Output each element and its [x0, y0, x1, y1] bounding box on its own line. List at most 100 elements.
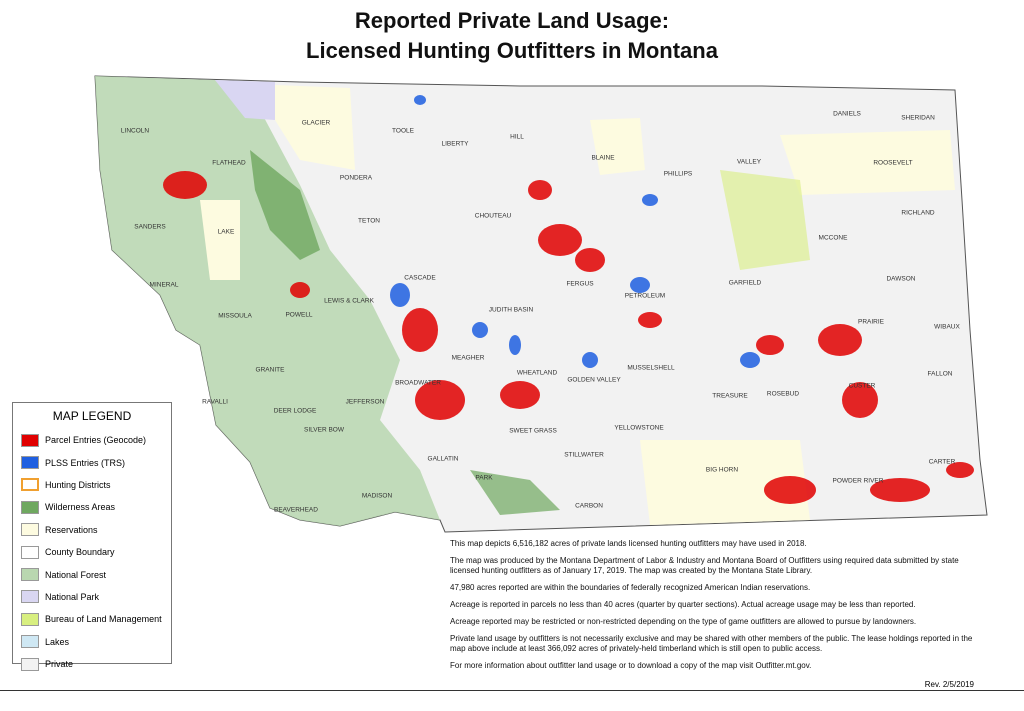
rule: [0, 690, 1024, 691]
parcel-layer: [163, 95, 974, 504]
parcel-cluster: [870, 478, 930, 502]
county-label: CARTER: [929, 459, 956, 466]
notes: This map depicts 6,516,182 acres of priv…: [450, 539, 990, 678]
legend-item: Bureau of Land Management: [21, 608, 163, 630]
county-label: LINCOLN: [121, 128, 149, 135]
county-label: MEAGHER: [452, 355, 485, 362]
county-label: ROSEBUD: [767, 391, 799, 398]
parcel-cluster: [946, 462, 974, 478]
county-label: LEWIS & CLARK: [324, 298, 375, 305]
note: The map was produced by the Montana Depa…: [450, 556, 959, 575]
parcel-cluster: [638, 312, 662, 328]
county-label: GRANITE: [256, 367, 286, 374]
legend-item: Private: [21, 653, 163, 675]
county-label: DANIELS: [833, 111, 861, 118]
legend-item: Reservations: [21, 519, 163, 541]
plss-cluster: [582, 352, 598, 368]
reservation: [640, 440, 810, 525]
county-label: BROADWATER: [395, 380, 441, 387]
county-label: DEER LODGE: [274, 408, 317, 415]
county-label: LIBERTY: [442, 141, 470, 148]
blm: [720, 170, 810, 270]
legend-label: National Forest: [45, 569, 107, 580]
reservation: [275, 85, 355, 170]
plss-cluster: [509, 335, 521, 355]
legend-title: MAP LEGEND: [52, 409, 132, 423]
county-label: TREASURE: [712, 393, 748, 400]
county-label: SHERIDAN: [901, 115, 935, 122]
parcel-cluster: [538, 224, 582, 256]
county-label: MISSOULA: [218, 313, 252, 320]
title-line: Licensed Hunting Outfitters in Montana: [306, 38, 718, 63]
county-label: RICHLAND: [901, 210, 935, 217]
plss-cluster: [390, 283, 410, 307]
revision: Rev. 2/5/2019: [924, 680, 974, 689]
parcel-cluster: [842, 382, 878, 418]
legend-label: Wilderness Areas: [45, 502, 116, 513]
county-label: CARBON: [575, 503, 603, 510]
county-label: PARK: [475, 475, 493, 482]
county-labels: GLACIER TOOLE LIBERTY HILL BLAINE PHILLIPS VAL…: [121, 111, 961, 514]
county-label: PRAIRIE: [858, 319, 885, 326]
legend-swatch: [21, 456, 39, 470]
county-label: MINERAL: [150, 282, 179, 289]
parcel-cluster: [163, 171, 207, 199]
national-park: [215, 80, 275, 120]
legend-label: Lakes: [45, 636, 70, 647]
wilderness: [250, 150, 320, 260]
county-label: VALLEY: [737, 159, 762, 166]
plss-cluster: [414, 95, 426, 105]
legend-swatch: [21, 568, 39, 582]
note: Acreage is reported in parcels no less t…: [450, 600, 916, 609]
legend-label: Hunting Districts: [45, 479, 111, 490]
legend-item: Wilderness Areas: [21, 496, 163, 518]
legend-swatch: [21, 433, 39, 447]
note: 47,980 acres reported are within the bou…: [450, 583, 811, 592]
county-label: TETON: [358, 218, 380, 225]
county-label: SANDERS: [134, 224, 166, 231]
legend-label: PLSS Entries (TRS): [45, 457, 126, 468]
reservation: [590, 118, 645, 175]
legend-item: National Park: [21, 586, 163, 608]
county-label: DAWSON: [886, 276, 915, 283]
legend-swatch: [21, 500, 39, 514]
county-label: BEAVERHEAD: [274, 507, 318, 514]
county-label: GALLATIN: [428, 456, 459, 463]
legend-swatch: [21, 478, 39, 492]
county-label: RAVALLI: [202, 399, 228, 406]
parcel-cluster: [575, 248, 605, 272]
reservation: [780, 130, 955, 195]
county-label: JEFFERSON: [346, 399, 385, 406]
legend-item: County Boundary: [21, 541, 163, 563]
county-label: LAKE: [218, 229, 235, 236]
note: For more information about outfitter lan…: [450, 661, 812, 670]
parcel-cluster: [500, 381, 540, 409]
wilderness: [470, 470, 560, 515]
note: Private land usage by outfitters is not …: [450, 634, 973, 653]
county-label: SILVER BOW: [304, 427, 345, 434]
legend-item: Parcel Entries (Geocode): [21, 429, 163, 451]
county-label: TOOLE: [392, 128, 415, 135]
parcel-cluster: [764, 476, 816, 504]
legend-label: County Boundary: [45, 547, 115, 558]
plss-cluster: [740, 352, 760, 368]
legend-item: Lakes: [21, 631, 163, 653]
parcel-cluster: [290, 282, 310, 298]
legend-item: National Forest: [21, 563, 163, 585]
county-label: BLAINE: [591, 155, 615, 162]
county-label: HILL: [510, 134, 524, 141]
county-label: WIBAUX: [934, 324, 960, 331]
legend-items: Parcel Entries (Geocode) PLSS Entries (TR…: [21, 429, 163, 675]
legend-label: Private: [45, 659, 74, 670]
county-label: PONDERA: [340, 175, 373, 182]
county-label: MUSSELSHELL: [627, 365, 675, 372]
county-label: GOLDEN VALLEY: [567, 377, 621, 384]
legend-label: Reservations: [45, 524, 98, 535]
plss-cluster: [472, 322, 488, 338]
county-label: MCCONE: [819, 235, 849, 242]
county-label: GARFIELD: [729, 280, 762, 287]
reservation: [200, 200, 240, 280]
county-label: PHILLIPS: [664, 171, 693, 178]
parcel-cluster: [415, 380, 465, 420]
legend-swatch: [21, 545, 39, 559]
